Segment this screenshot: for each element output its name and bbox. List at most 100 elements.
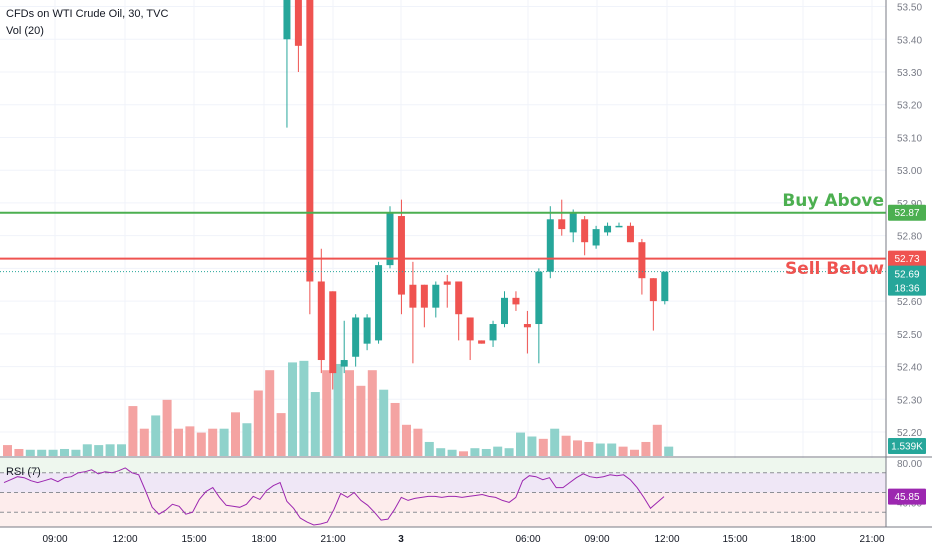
volume-bar — [641, 441, 651, 456]
chart-legend-title: CFDs on WTI Crude Oil, 30, TVC — [6, 8, 169, 20]
candle-body — [397, 216, 405, 295]
volume-bar — [139, 428, 149, 456]
rsi-legend: RSI (7) — [6, 466, 41, 478]
time-tick-label: 21:00 — [320, 534, 345, 545]
volume-legend: Vol (20) — [6, 25, 44, 37]
volume-bar — [48, 449, 58, 456]
buy-level-tag — [888, 204, 926, 221]
candle-body — [386, 212, 394, 266]
time-tick-label: 15:00 — [181, 534, 206, 545]
candle-body — [317, 281, 325, 361]
candle-body — [432, 284, 440, 308]
volume-bar — [14, 448, 24, 456]
volume-bar — [333, 363, 343, 456]
volume-bar — [288, 362, 297, 456]
volume-bar — [618, 446, 628, 456]
candle-body — [638, 242, 646, 279]
volume-bar — [630, 449, 639, 456]
buy-above-annotation: Buy Above — [782, 191, 884, 211]
candle-body — [363, 317, 371, 344]
volume-bar — [367, 370, 377, 456]
price-tick-label: 53.50 — [897, 3, 922, 14]
candle-body — [466, 317, 474, 341]
volume-bar — [516, 432, 525, 456]
volume-tag-text: 1.539K — [891, 442, 923, 453]
price-tick-label: 53.40 — [897, 35, 922, 46]
time-tick-label: 18:00 — [790, 534, 815, 545]
candle-body — [455, 281, 463, 315]
volume-bar — [390, 402, 400, 456]
price-tick-label: 52.50 — [897, 330, 922, 341]
rsi-upper-band — [0, 472, 886, 493]
time-tick-label: 09:00 — [42, 534, 67, 545]
candle-body — [306, 0, 314, 282]
rsi-line — [3, 467, 665, 526]
price-tick-label: 52.80 — [897, 232, 922, 243]
volume-bar — [550, 428, 560, 456]
candle-body — [409, 284, 417, 308]
volume-bar — [3, 445, 12, 456]
time-tick-label: 12:00 — [112, 534, 137, 545]
rsi-tick-label: 80.00 — [897, 459, 922, 470]
candle-body — [535, 271, 543, 325]
volume-bar — [37, 449, 47, 456]
volume-bar — [310, 392, 320, 456]
volume-bar — [481, 448, 491, 456]
volume-bar — [117, 444, 126, 456]
candle-body — [329, 291, 337, 374]
volume-bar — [402, 424, 411, 456]
time-tick-label: 06:00 — [515, 534, 540, 545]
volume-bar — [470, 448, 480, 456]
price-tick-label: 53.20 — [897, 101, 922, 112]
sell-level-tag-text: 52.73 — [894, 254, 919, 265]
volume-bar — [493, 446, 503, 456]
rsi-bottom-band — [0, 512, 886, 527]
volume-bar — [185, 426, 195, 456]
candle-body — [581, 219, 589, 243]
volume-bar — [413, 428, 423, 456]
price-tick-label: 52.40 — [897, 363, 922, 374]
volume-bar — [322, 370, 332, 456]
volume-bar — [595, 443, 605, 456]
candle-body — [661, 271, 669, 302]
candle-body — [592, 229, 600, 246]
sell-level-tag — [888, 250, 926, 267]
candle-body — [283, 0, 291, 40]
time-tick-label: 12:00 — [654, 534, 679, 545]
last-price-label: 52.69 — [894, 270, 919, 281]
volume-bar — [162, 399, 172, 456]
volume-bar — [196, 432, 206, 456]
price-tick-label: 53.30 — [897, 68, 922, 79]
candle-body — [604, 225, 612, 233]
volume-bar — [174, 428, 183, 456]
volume-bar — [276, 413, 286, 456]
volume-bar — [379, 389, 389, 456]
candle-body — [420, 284, 428, 308]
candle-body — [649, 278, 657, 302]
price-tick-label: 52.60 — [897, 297, 922, 308]
volume-bar — [265, 370, 275, 456]
candle-body — [294, 0, 302, 46]
candle-body — [626, 225, 634, 243]
volume-bar — [504, 448, 514, 456]
candle-body — [523, 324, 531, 328]
time-tick-label: 15:00 — [722, 534, 747, 545]
volume-bar — [459, 451, 468, 456]
price-tick-label: 52.30 — [897, 395, 922, 406]
price-tick-label: 53.00 — [897, 166, 922, 177]
volume-bar — [82, 444, 92, 456]
volume-bar — [607, 443, 617, 456]
volume-bar — [105, 444, 115, 456]
time-tick-label: 18:00 — [251, 534, 276, 545]
candle-body — [615, 225, 623, 228]
volume-bar — [584, 441, 594, 456]
rsi-lower-band — [0, 492, 886, 513]
candle-body — [443, 281, 451, 285]
volume-bar — [253, 390, 263, 456]
volume-bar — [424, 441, 434, 456]
volume-bar — [561, 435, 571, 456]
volume-bar — [538, 438, 548, 456]
time-tick-label: 21:00 — [859, 534, 884, 545]
price-tick-label: 52.90 — [897, 199, 922, 210]
